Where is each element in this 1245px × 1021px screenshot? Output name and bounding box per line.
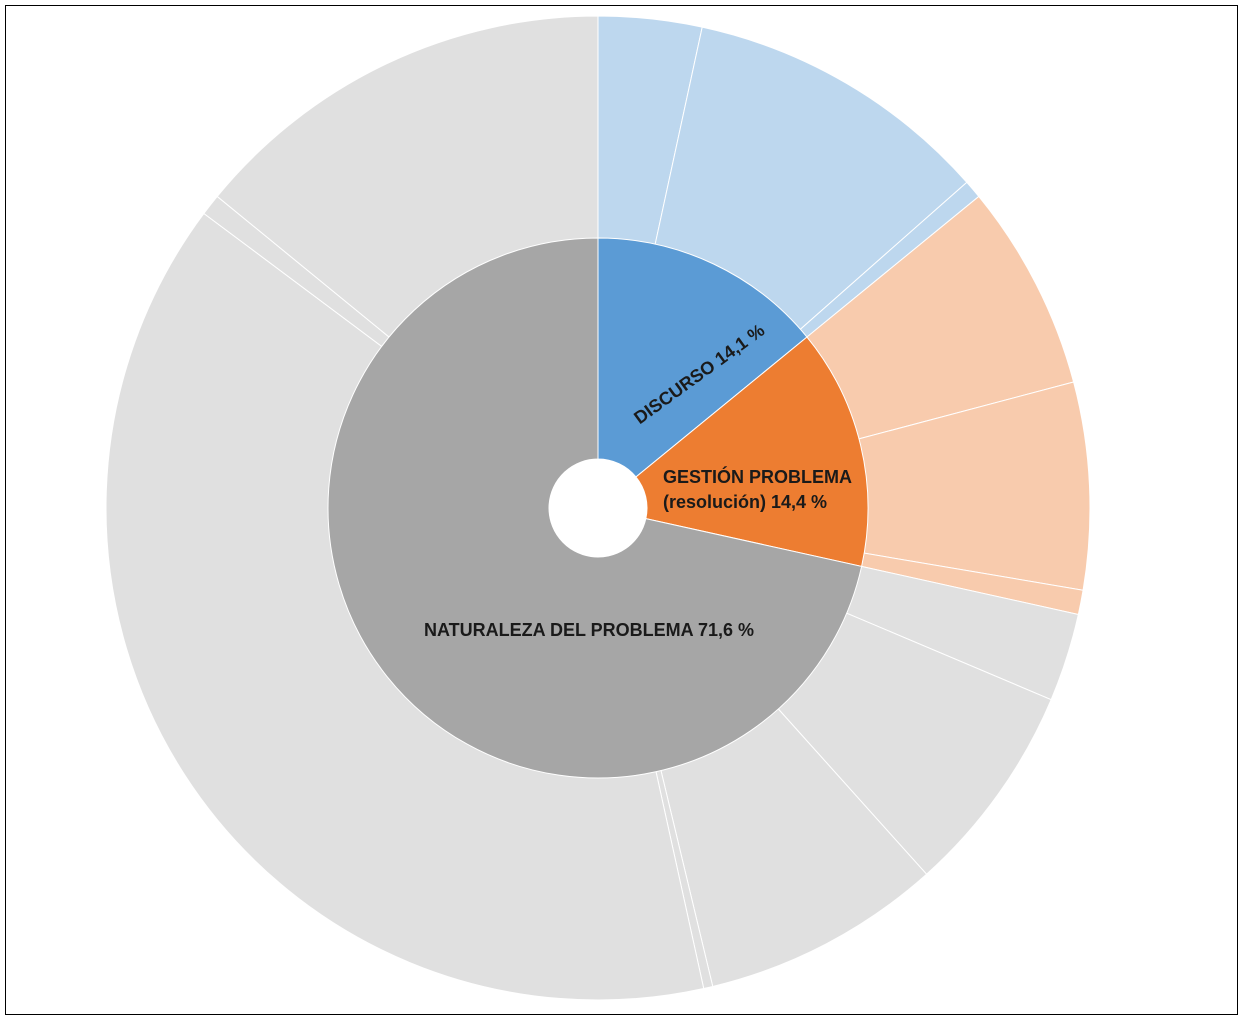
label-naturaleza-problema: NATURALEZA DEL PROBLEMA 71,6 % <box>424 620 754 640</box>
outer-ring <box>105 15 1091 1001</box>
label-gestion-problema-line2: (resolución) 14,4 % <box>663 492 827 512</box>
label-gestion-problema-line1: GESTIÓN PROBLEMA <box>663 466 852 487</box>
center-hole <box>549 459 647 557</box>
